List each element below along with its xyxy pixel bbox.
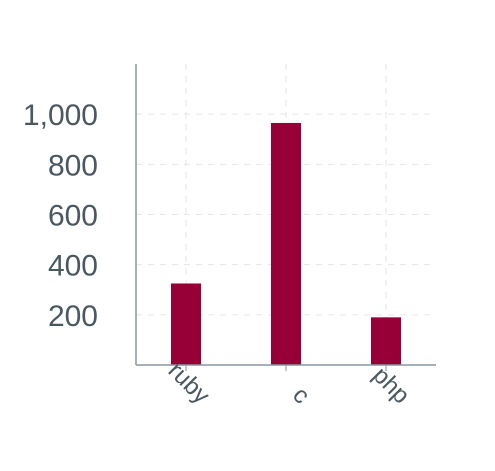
bar-ruby — [171, 283, 201, 365]
bar-php — [371, 317, 401, 365]
bar-c — [271, 122, 301, 365]
x-tick-label: php — [367, 362, 414, 409]
y-tick-label: 400 — [48, 250, 98, 283]
y-tick-label: 600 — [48, 200, 98, 233]
y-tick-label: 200 — [48, 300, 98, 333]
x-tick-label: c — [287, 382, 315, 410]
axes — [135, 64, 436, 371]
y-tick-label: 1,000 — [23, 99, 98, 132]
bars — [171, 122, 401, 365]
y-tick-label: 800 — [48, 149, 98, 182]
